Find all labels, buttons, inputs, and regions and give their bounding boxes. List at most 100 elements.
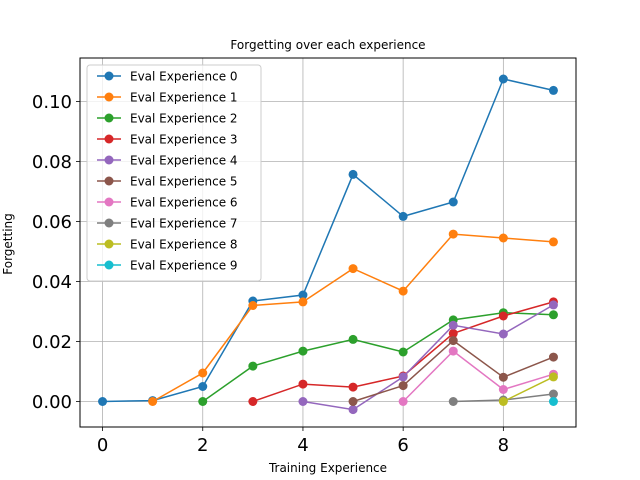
series-eval-experience-9 [548,397,558,406]
legend-item: Eval Experience 7 [97,217,238,231]
legend-marker [104,218,114,228]
data-point [448,397,458,406]
data-point [498,74,508,84]
legend-label: Eval Experience 2 [130,112,238,126]
legend-marker [104,197,114,207]
data-point [498,329,508,339]
data-point [248,301,258,310]
data-point [548,85,558,95]
legend-marker [104,113,114,123]
data-point [348,405,358,415]
data-point [448,320,458,330]
x-tick-label: 4 [297,435,308,456]
data-point [148,397,158,406]
x-tick-label: 8 [498,435,509,456]
legend-label: Eval Experience 1 [130,91,238,105]
data-point [448,336,458,346]
legend-label: Eval Experience 7 [130,217,238,231]
y-tick-label: 0.10 [32,92,72,113]
series-line [102,78,554,403]
data-point [498,233,508,243]
legend-label: Eval Experience 3 [130,133,238,147]
data-point [548,300,558,310]
data-point [348,397,358,406]
data-point [248,397,258,406]
legend-item: Eval Experience 9 [97,259,238,273]
data-point [548,372,558,382]
data-point [298,397,308,406]
legend: Eval Experience 0 Eval Experience 1 Eval E… [86,64,262,282]
x-tick-label: 0 [97,435,108,456]
series-eval-experience-4 [298,300,558,415]
series-eval-experience-6 [398,346,558,406]
data-point [398,381,408,391]
data-point [448,197,458,207]
chart-title: Forgetting over each experience [230,38,425,52]
data-point [348,169,358,179]
data-point [548,397,558,406]
data-point [398,397,408,406]
legend-label: Eval Experience 5 [130,175,238,189]
legend-label: Eval Experience 9 [130,259,238,273]
data-point [448,328,458,338]
data-point [398,347,408,357]
legend-item: Eval Experience 5 [97,175,238,189]
y-tick-label: 0.04 [32,272,72,293]
series-eval-experience-8 [498,372,558,406]
data-point [398,372,408,382]
y-axis-label: Forgetting [1,213,15,275]
data-point [348,264,358,274]
data-point [248,361,258,371]
legend-marker [104,155,114,165]
legend-item: Eval Experience 2 [97,112,238,126]
legend-marker [104,176,114,186]
data-point [498,372,508,382]
data-point [548,237,558,247]
data-point [348,382,358,392]
series-eval-experience-5 [348,336,558,406]
data-point [298,290,308,300]
series-line [402,350,554,403]
data-point [348,334,358,344]
data-point [398,286,408,296]
legend-label: Eval Experience 4 [130,154,238,168]
axis-ticks: 0 2 4 6 8 0.00 0.02 0.04 0.06 0.08 0.10 [32,92,509,456]
legend-marker [104,239,114,249]
legend-item: Eval Experience 0 [97,70,238,84]
legend-marker [104,260,114,270]
x-tick-label: 6 [397,435,408,456]
legend-label: Eval Experience 8 [130,238,238,252]
data-point [548,352,558,362]
y-tick-label: 0.06 [32,212,72,233]
legend-item: Eval Experience 4 [97,154,238,168]
x-axis-label: Training Experience [268,461,387,475]
legend-label: Eval Experience 0 [130,70,238,84]
data-point [398,211,408,221]
data-point [498,311,508,321]
data-point [198,382,208,391]
series-line [302,304,554,411]
plot-area-frame [79,57,577,428]
series-line [503,376,554,403]
data-point [498,397,508,406]
data-point [448,229,458,239]
legend-label: Eval Experience 6 [130,196,238,210]
y-tick-label: 0.08 [32,152,72,173]
data-series [98,74,558,415]
legend-marker [104,134,114,144]
legend-item: Eval Experience 6 [97,196,238,210]
y-tick-label: 0.02 [32,332,72,353]
series-eval-experience-1 [148,229,558,406]
series-line [202,311,554,403]
data-point [298,346,308,356]
legend-item: Eval Experience 8 [97,238,238,252]
legend-marker [104,92,114,102]
legend-box [86,64,262,282]
legend-item: Eval Experience 3 [97,133,238,147]
data-point [448,346,458,356]
x-tick-label: 2 [197,435,208,456]
y-tick-label: 0.00 [32,392,72,413]
legend-marker [104,71,114,81]
data-point [298,297,308,307]
